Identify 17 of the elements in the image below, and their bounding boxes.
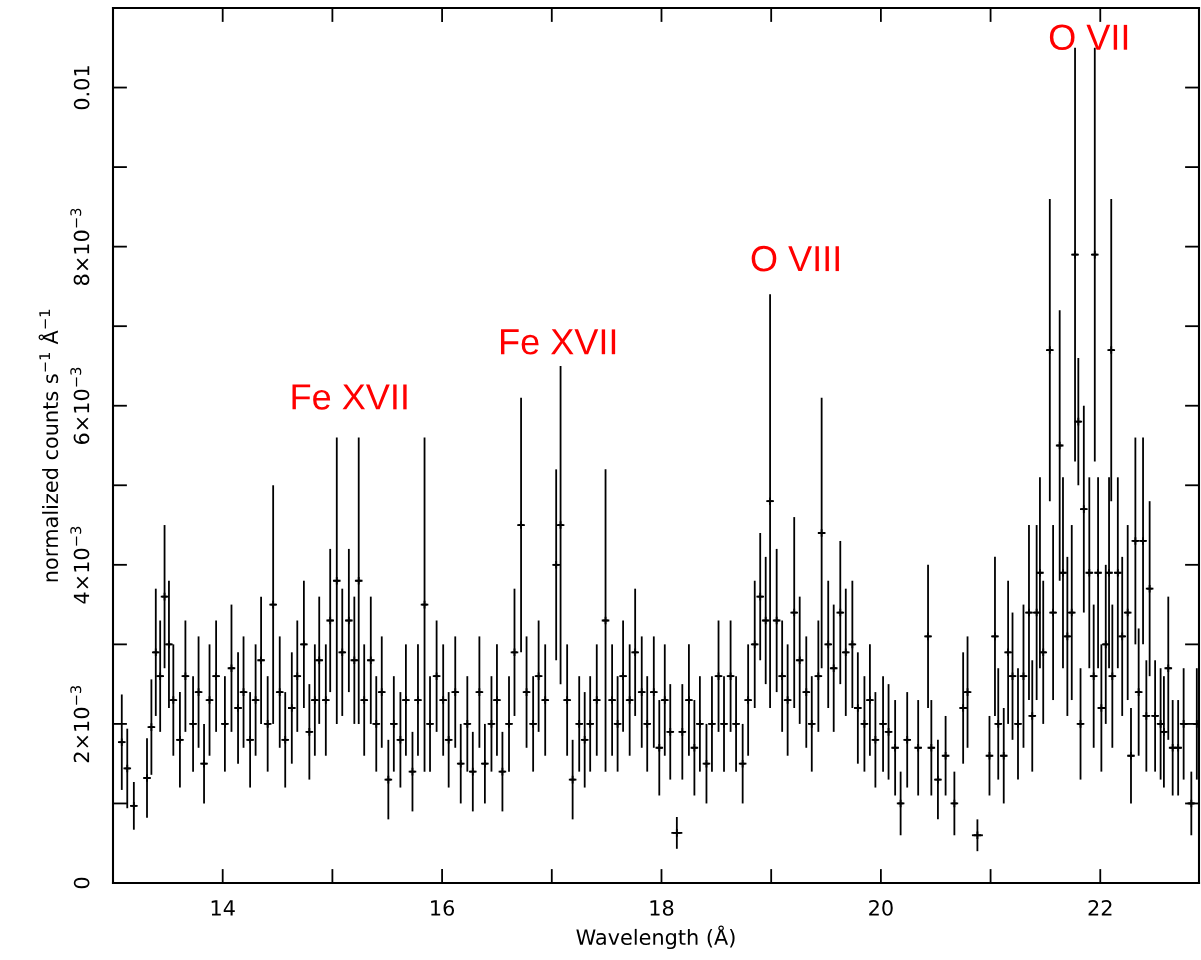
y-tick-label: 2×10$^{−3}$ — [70, 685, 90, 763]
annotation: Fe XVII — [501, 329, 616, 355]
x-tick-label: 16 — [431, 900, 455, 916]
y-tick-label: 0 — [73, 877, 90, 889]
x-tick-label: 20 — [869, 900, 893, 916]
y-tick-label: 8×10$^{−3}$ — [70, 208, 90, 286]
x-tick-label: 18 — [650, 900, 674, 916]
y-tick-label: 4×10$^{−3}$ — [70, 526, 90, 604]
x-tick-label: 22 — [1088, 900, 1112, 916]
annotation: Fe XVII — [292, 384, 407, 410]
annotation: O VII — [1049, 24, 1128, 51]
x-axis-title: Wavelength (Å) — [576, 925, 735, 950]
y-tick-label: 0.01 — [73, 66, 90, 110]
y-tick-label: 6×10$^{−3}$ — [70, 367, 90, 445]
x-tick-label: 14 — [211, 900, 235, 916]
y-axis-title: normalized counts s$^{−1}$ Å$^{−1}$ — [38, 309, 59, 582]
annotation: O VIII — [751, 245, 839, 272]
